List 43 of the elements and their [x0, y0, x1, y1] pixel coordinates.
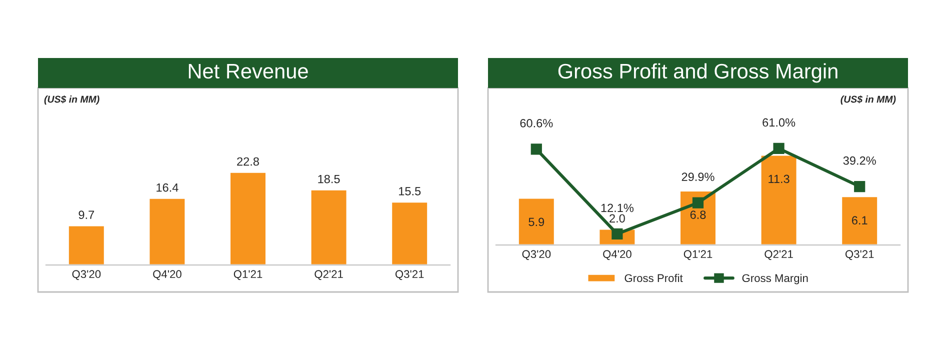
data-label: 39.2% — [843, 156, 876, 165]
chart-title: Net Revenue — [188, 64, 308, 79]
data-label: 2.0 — [610, 214, 625, 223]
point — [773, 142, 784, 154]
legend-label: Gross Profit — [624, 274, 683, 282]
x-tick-label: Q4'20 — [603, 250, 632, 260]
x-tick-label: Q3'21 — [845, 250, 874, 260]
data-label: 16.4 — [156, 183, 178, 192]
bar — [148, 198, 186, 265]
bar — [310, 188, 348, 265]
data-label: 5.9 — [528, 218, 544, 226]
text: (US$ in MM) — [840, 95, 896, 105]
point — [530, 144, 542, 155]
data-label: 29.9% — [682, 172, 714, 182]
bar — [760, 154, 798, 245]
x-tick-label: Q1'21 — [234, 270, 262, 280]
data-label: 60.6% — [520, 119, 553, 128]
data-label: 61.0% — [762, 118, 796, 127]
data-label: 6.1 — [852, 216, 868, 225]
x-tick-label: Q1'21 — [684, 250, 712, 260]
x-tick-label: Q3'21 — [395, 270, 424, 280]
bar — [840, 196, 878, 245]
legend-label: Gross Margin — [742, 274, 808, 284]
x-tick-label: Q4'20 — [153, 270, 182, 280]
data-label: 15.5 — [399, 187, 421, 196]
point — [854, 180, 866, 192]
data-label: 18.5 — [318, 174, 340, 184]
bar — [68, 224, 106, 265]
bar — [229, 171, 267, 265]
x-tick-label: Q2'21 — [314, 270, 343, 280]
x-tick-label: Q3'20 — [72, 270, 101, 280]
data-label: 11.3 — [768, 174, 790, 184]
bar — [518, 197, 556, 245]
x-tick-label: Q3'20 — [522, 250, 551, 260]
data-label: 9.7 — [78, 210, 94, 220]
text: (US$ in MM) — [44, 95, 100, 105]
data-label: 6.8 — [690, 210, 706, 219]
data-label: 22.8 — [237, 157, 259, 166]
chart-title: Gross Profit and Gross Margin — [558, 63, 838, 83]
point — [692, 197, 704, 208]
data-label: 12.1% — [601, 204, 634, 212]
x-tick-label: Q2'21 — [764, 250, 793, 260]
bar — [390, 201, 428, 265]
